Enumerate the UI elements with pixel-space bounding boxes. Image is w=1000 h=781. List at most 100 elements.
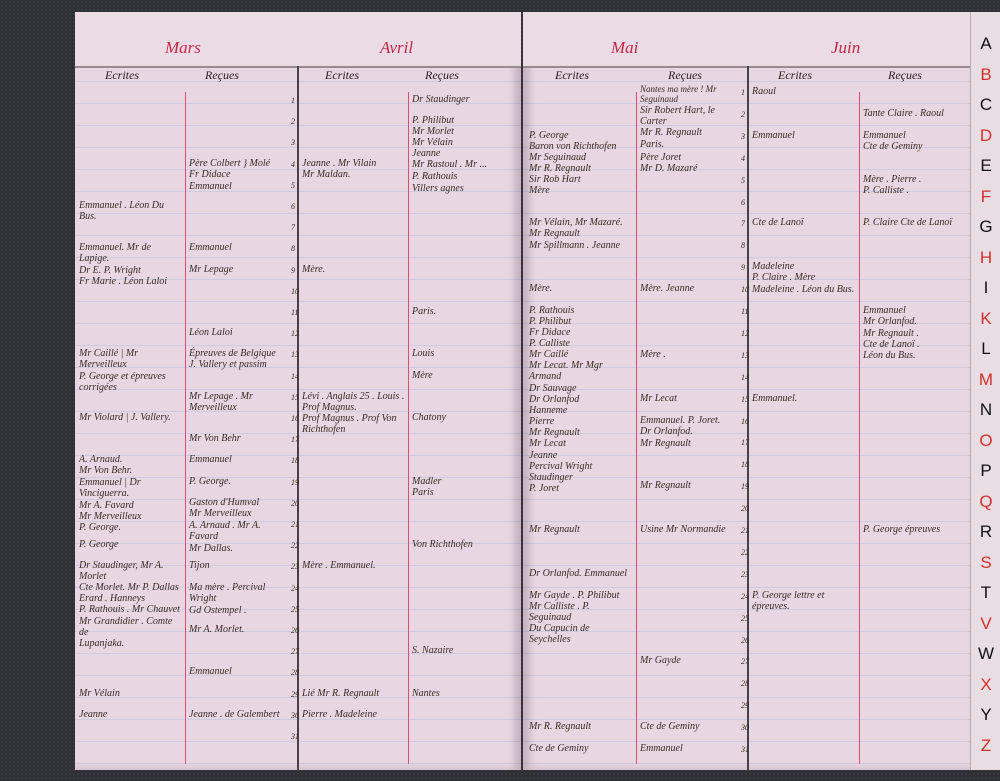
day-number: 11 — [741, 307, 749, 316]
day-number: 23 — [291, 562, 299, 572]
index-tab-e[interactable]: E — [980, 156, 992, 175]
ledger-entry: Madler Paris — [412, 475, 442, 498]
ledger-entry: Mr Vélain, Mr Mazaré. Mr Regnault — [529, 217, 623, 240]
ledger-entry: Mr Dallas. — [189, 542, 233, 554]
top-note: Nantes ma mère ! Mr Seguinaud — [640, 84, 717, 104]
ledger-entry: Ma mère . Percival Wright — [189, 581, 266, 604]
ledger-entry: P. George — [79, 539, 119, 551]
ledger-entry: Mr Violard | J. Vallery. — [79, 412, 171, 423]
column-header-mars-ecrites: Ecrites — [105, 68, 139, 82]
index-tab-p[interactable]: P — [980, 461, 992, 480]
ledger-entry: Mr Caillé | Mr Merveilleux — [79, 348, 139, 371]
ledger-entry: Pierre . Madeleine — [302, 708, 377, 720]
ledger-entry: A. Arnaud . Mr A. Favard — [189, 519, 261, 542]
day-number: 26 — [291, 626, 299, 635]
day-number: 1 — [291, 96, 295, 105]
ledger-entry: Emmanuel — [189, 242, 232, 254]
day-number: 30 — [741, 723, 749, 733]
index-tab-o[interactable]: O — [979, 430, 993, 450]
index-tab-g[interactable]: G — [979, 217, 993, 236]
index-tab-y[interactable]: Y — [980, 705, 992, 724]
index-tab-c[interactable]: C — [979, 95, 993, 114]
ledger-entry: Mère. — [529, 283, 553, 295]
index-tab-q[interactable]: Q — [979, 491, 993, 511]
index-tab-n[interactable]: N — [979, 400, 993, 419]
ledger-entry: Mr A. Morlet. — [189, 624, 245, 635]
ledger-entry: A. Arnaud. Mr Von Behr. — [79, 454, 133, 477]
index-tab-d[interactable]: D — [979, 125, 993, 145]
day-number: 12 — [741, 328, 749, 338]
ledger-entry: Jeanne — [79, 708, 108, 720]
index-tab-r[interactable]: R — [979, 522, 993, 541]
day-number: 5 — [741, 175, 745, 185]
index-tab-m[interactable]: M — [978, 369, 994, 389]
ledger-entry: Emmanuel. — [752, 392, 798, 404]
ledger-entry: Sir Robert Hart, le Carter Mr R. Regnaul… — [640, 105, 715, 138]
ledger-entry: Mr Regnault — [640, 437, 691, 449]
index-tab-i[interactable]: I — [983, 278, 989, 297]
ledger-entry: Lié Mr R. Regnault — [302, 687, 380, 699]
ledger-entry: Paris. — [412, 306, 437, 317]
index-tab-k[interactable]: K — [980, 308, 992, 328]
index-tab-t[interactable]: T — [980, 583, 992, 602]
ledger-entry: Mr Von Behr — [189, 433, 241, 445]
day-number: 4 — [291, 159, 295, 169]
ledger-entry: Paris. — [640, 139, 665, 150]
ledger-entry: Mère . Pierre . P. Calliste . — [863, 173, 922, 196]
left-ledger-page: Mars Avril Ecrites Reçues Ecrites Reçues… — [75, 12, 521, 770]
margin-line — [185, 92, 186, 764]
column-header-avril-recues: Reçues — [425, 68, 459, 82]
column-header-avril-ecrites: Ecrites — [325, 68, 359, 82]
header-band — [75, 12, 521, 66]
ledger-entry: Mr Lepage — [189, 263, 234, 275]
day-number: 20 — [741, 504, 749, 514]
ledger-entry: Épreuves de Belgique J. Vallery et passi… — [189, 348, 276, 371]
index-tab-s[interactable]: S — [980, 552, 992, 572]
day-number: 18 — [741, 460, 749, 470]
day-number: 7 — [741, 219, 745, 229]
ledger-entry: P. Rathouis — [412, 171, 458, 183]
ledger-entry: Emmanuel — [640, 743, 683, 754]
day-number: 19 — [291, 477, 299, 487]
ledger-entry: Dr E. P. Wright Fr Marie . Léon Laloi — [79, 265, 168, 288]
ledger-entry: P. George Baron von Richthofen Mr Seguin… — [529, 129, 617, 196]
ledger-entry: Nantes — [412, 687, 440, 699]
day-number: 31 — [291, 732, 299, 741]
ledger-entry: Cte de Lanoï — [752, 217, 804, 229]
ledger-entry: Emmanuel Mr Orlanfod. — [863, 305, 917, 327]
ledger-entry: Mère . — [640, 348, 666, 360]
ledger-entry: Cte de Geminy — [529, 743, 589, 754]
ledger-entry: Emmanuel | Dr Vinciguerra. — [79, 477, 141, 500]
index-tab-b[interactable]: B — [980, 64, 992, 84]
ledger-entry: Mère. — [302, 263, 326, 275]
index-tab-w[interactable]: W — [977, 644, 995, 663]
ledger-entry: Mère — [412, 369, 433, 381]
index-tab-f[interactable]: F — [980, 186, 992, 206]
ledger-entry: Mr Grandidier . Comte de Lupanjaka. — [79, 616, 173, 650]
column-header-mai-ecrites: Ecrites — [555, 68, 589, 82]
index-tab-x[interactable]: X — [980, 674, 992, 694]
column-header-juin-recues: Reçues — [888, 68, 922, 82]
index-tab-a[interactable]: A — [980, 34, 992, 53]
ledger-entry: Dr Orlanfod. Emmanuel — [529, 567, 628, 579]
day-number: 12 — [291, 329, 299, 339]
ledger-entry: Mr Lepage . Mr Merveilleux — [189, 390, 253, 413]
month-title-mars: Mars — [165, 38, 201, 57]
ledger-entry: P. Claire Cte de Lanoï — [863, 217, 953, 229]
ledger-entry: Mère . Emmanuel. — [302, 560, 376, 572]
day-number: 27 — [741, 657, 749, 667]
ledger-entry: Dr Staudinger, Mr A. Morlet Cte Morlet. … — [79, 560, 180, 616]
index-tab-l[interactable]: L — [981, 339, 991, 358]
index-tab-v[interactable]: V — [980, 613, 992, 633]
ledger-entry: Père Colbert } Molé Fr Didace — [189, 157, 271, 180]
ledger-entry: Emmanuel — [752, 129, 795, 141]
column-header-mai-recues: Reçues — [668, 68, 702, 82]
day-number: 11 — [291, 308, 299, 317]
index-tab-z[interactable]: Z — [980, 735, 992, 755]
index-tab-h[interactable]: H — [979, 247, 993, 267]
day-number: 29 — [741, 701, 749, 711]
ledger-entry: Von Richthofen — [412, 539, 473, 551]
day-number: 16 — [291, 414, 299, 423]
day-number: 14 — [291, 371, 299, 381]
